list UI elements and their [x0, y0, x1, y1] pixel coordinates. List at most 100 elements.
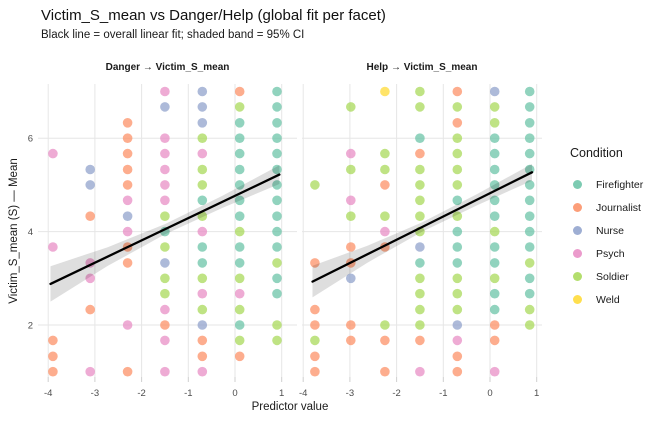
data-point — [346, 102, 356, 112]
data-point — [234, 118, 245, 128]
data-point — [234, 273, 245, 284]
data-point — [160, 335, 170, 346]
data-point — [489, 211, 500, 221]
data-point — [415, 211, 425, 221]
fit-line — [49, 173, 281, 286]
data-point — [122, 320, 133, 330]
x-tick-label: 0 — [487, 388, 492, 399]
data-point — [524, 320, 535, 330]
data-point — [122, 164, 133, 175]
x-tick-label: -1 — [184, 388, 192, 399]
data-point — [415, 320, 425, 330]
data-point — [272, 180, 282, 190]
data-point — [489, 102, 500, 112]
data-point — [272, 226, 282, 237]
data-point — [197, 180, 208, 190]
data-point — [272, 273, 282, 284]
legend-item-label: Firefighter — [596, 178, 644, 191]
data-point — [380, 86, 390, 97]
data-point — [160, 180, 170, 190]
data-point — [197, 86, 208, 97]
data-point — [415, 180, 425, 190]
y-tick-label: 6 — [28, 134, 33, 145]
data-point — [234, 288, 245, 299]
legend-item-label: Journalist — [596, 201, 641, 214]
data-point — [197, 195, 208, 206]
legend-item-label: Weld — [596, 293, 620, 306]
data-point — [489, 304, 500, 315]
data-point — [234, 351, 245, 362]
data-point — [415, 242, 425, 252]
data-point — [272, 164, 282, 175]
data-point — [160, 195, 170, 206]
data-point — [415, 335, 425, 346]
data-point — [197, 258, 208, 268]
data-point — [272, 86, 282, 97]
data-point — [452, 226, 463, 237]
data-point — [346, 164, 356, 175]
data-point — [452, 195, 463, 206]
data-point — [524, 258, 535, 268]
data-point — [48, 366, 58, 377]
data-point — [524, 180, 535, 190]
data-point — [234, 195, 245, 206]
legend-swatch-icon — [573, 272, 582, 281]
data-point — [197, 288, 208, 299]
data-point — [415, 366, 425, 377]
data-point — [310, 335, 320, 346]
data-point — [489, 164, 500, 175]
data-point — [452, 86, 463, 97]
data-point — [415, 148, 425, 159]
data-point — [346, 211, 356, 221]
data-point — [160, 258, 170, 268]
x-tick-label: 1 — [279, 388, 284, 399]
facet-label-help: Help → Victim_S_mean — [366, 62, 478, 73]
data-point — [122, 226, 133, 237]
confidence-band — [312, 163, 532, 298]
x-tick-label: 1 — [534, 388, 539, 399]
data-point — [272, 195, 282, 206]
data-point — [48, 148, 58, 159]
data-point — [234, 180, 245, 190]
data-point — [197, 351, 208, 362]
data-point — [346, 273, 356, 284]
data-point — [524, 133, 535, 143]
data-point — [346, 335, 356, 346]
legend-swatch-icon — [573, 226, 582, 235]
data-point — [122, 180, 133, 190]
data-point — [160, 164, 170, 175]
data-point — [310, 320, 320, 330]
data-point — [452, 273, 463, 284]
data-point — [272, 258, 282, 268]
data-point — [346, 320, 356, 330]
data-point — [489, 258, 500, 268]
data-point — [380, 211, 390, 221]
data-point — [380, 148, 390, 159]
data-point — [197, 102, 208, 112]
data-point — [272, 133, 282, 143]
chart-subtitle: Black line = overall linear fit; shaded … — [41, 29, 305, 41]
data-point — [380, 180, 390, 190]
data-point — [489, 366, 500, 377]
data-point — [310, 366, 320, 377]
x-axis-title: Predictor value — [251, 401, 329, 413]
data-point — [122, 118, 133, 128]
legend: Condition Firefighter Journalist Nurse Psyc… — [570, 146, 643, 311]
data-point — [346, 195, 356, 206]
data-point — [452, 304, 463, 315]
y-tick-label: 2 — [28, 321, 33, 332]
legend-swatch-icon — [573, 203, 582, 212]
data-point — [415, 164, 425, 175]
data-point — [346, 148, 356, 159]
data-point — [234, 211, 245, 221]
data-point — [452, 102, 463, 112]
data-point — [122, 211, 133, 221]
data-point — [272, 288, 282, 299]
data-point — [310, 304, 320, 315]
data-point — [85, 211, 95, 221]
data-point — [85, 180, 95, 190]
data-point — [415, 258, 425, 268]
data-point — [415, 102, 425, 112]
legend-item-label: Psych — [596, 247, 625, 260]
